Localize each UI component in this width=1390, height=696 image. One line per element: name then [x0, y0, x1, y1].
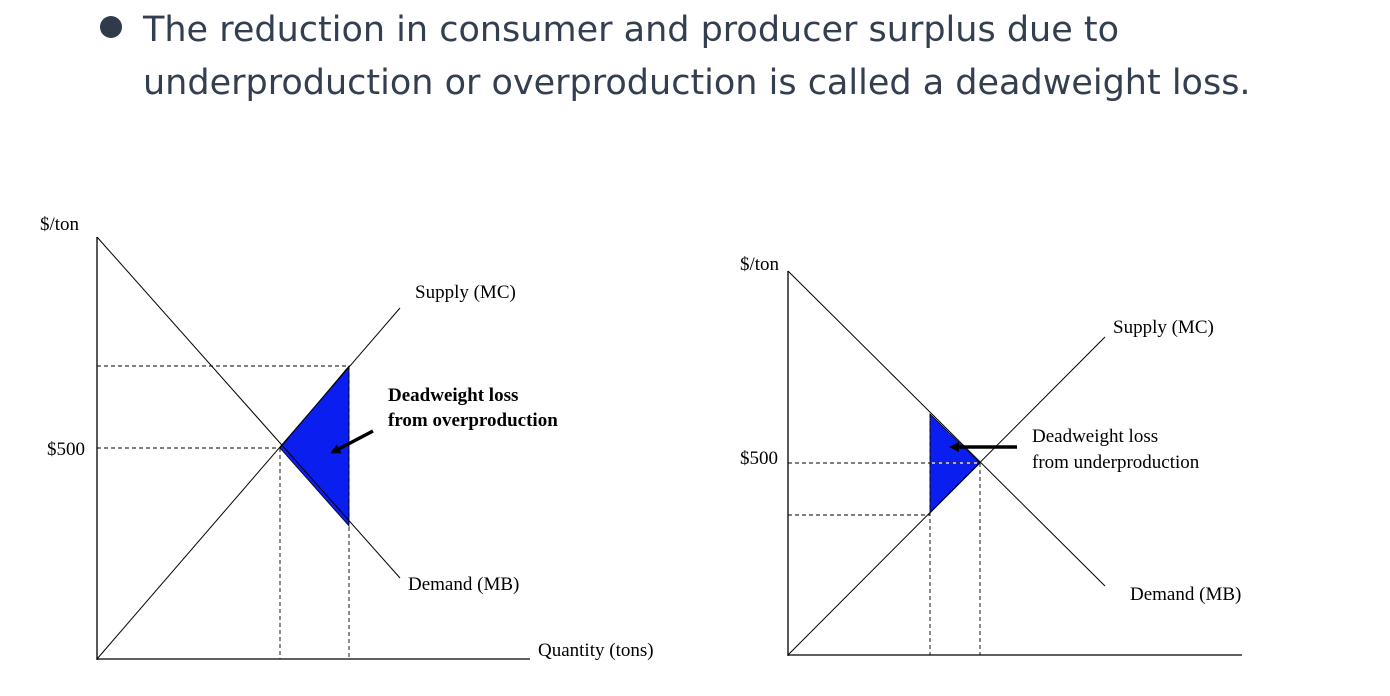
right-demand-curve: [787, 270, 1106, 587]
left-dwl-label-line2: from overproduction: [388, 410, 558, 431]
left-deadweight-loss-area: [279, 364, 350, 528]
right-supply-label: Supply (MC): [1113, 317, 1214, 338]
left-dwl-label-line1: Deadweight loss: [388, 385, 518, 406]
left-supply-curve: [96, 307, 401, 660]
left-y-axis-label: $/ton: [40, 214, 80, 235]
right-y-axis-label: $/ton: [740, 254, 780, 275]
right-demand-label: Demand (MB): [1130, 584, 1241, 605]
left-dwl-arrow: [330, 429, 374, 454]
bullet-dot-icon: [100, 16, 122, 38]
right-dwl-label-line2: from underproduction: [1032, 452, 1200, 473]
right-price-tick-label: $500: [740, 448, 778, 469]
right-diagram-underproduction: $/ton $500 Supply (MC) Demand (MB) Deadw…: [740, 254, 1242, 656]
left-diagram-overproduction: $/ton Quantity (tons) $500 Supply (MC) D…: [40, 214, 654, 661]
left-x-axis-label: Quantity (tons): [538, 640, 654, 661]
left-supply-label: Supply (MC): [415, 282, 516, 303]
left-demand-label: Demand (MB): [408, 574, 519, 595]
bullet-text: The reduction in consumer and producer s…: [143, 10, 1251, 103]
left-price-tick-label: $500: [47, 439, 85, 460]
right-supply-curve: [787, 336, 1106, 656]
left-demand-curve: [96, 236, 401, 579]
right-dwl-label-line1: Deadweight loss: [1032, 426, 1158, 447]
